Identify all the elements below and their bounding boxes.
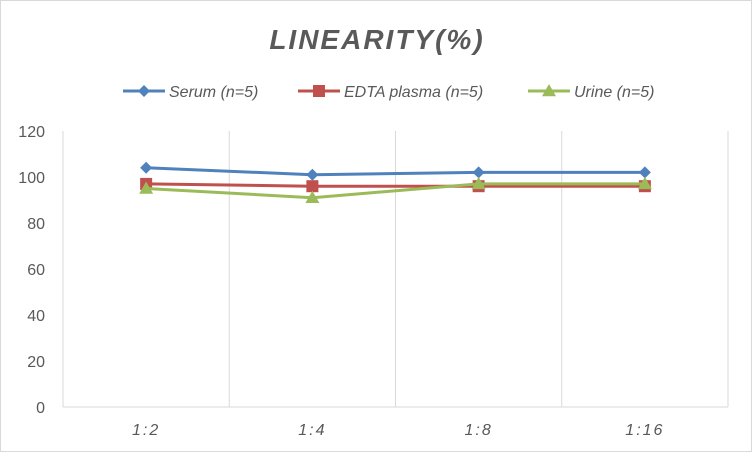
y-tick-label: 40: [27, 308, 45, 325]
data-point: [306, 180, 319, 193]
legend-marker: [542, 84, 556, 97]
series-line: [146, 182, 645, 200]
x-tick-label: 1:8: [465, 422, 493, 439]
y-tick-label: 100: [18, 170, 45, 187]
y-tick-label: 0: [36, 400, 45, 417]
data-point: [140, 161, 153, 174]
legend-label: Urine (n=5): [574, 84, 654, 101]
y-tick-label: 120: [18, 124, 45, 141]
data-point: [637, 176, 652, 190]
y-tick-label: 60: [27, 262, 45, 279]
x-tick-label: 1:16: [625, 422, 664, 439]
legend-item: Serum (n=5): [123, 84, 258, 101]
chart-title: LINEARITY(%): [269, 24, 484, 55]
series-group: [139, 161, 652, 203]
x-tick-label: 1:4: [298, 422, 326, 439]
legend-label: Serum (n=5): [169, 84, 258, 101]
data-point: [306, 168, 319, 181]
series-line: [146, 182, 645, 188]
legend-item: Urine (n=5): [528, 84, 654, 101]
legend-marker: [313, 85, 325, 97]
legend-item: EDTA plasma (n=5): [298, 84, 483, 101]
data-point: [139, 181, 154, 194]
data-point: [472, 166, 485, 179]
x-axis-ticks: 1:2 1:4 1:8 1:16: [132, 422, 664, 439]
series-1: [140, 161, 651, 181]
legend-label: EDTA plasma (n=5): [344, 84, 483, 101]
data-point: [638, 166, 651, 179]
data-point: [471, 176, 486, 190]
legend: Serum (n=5) EDTA plasma (n=5) Urine (n=5): [123, 84, 654, 101]
series-3: [139, 176, 652, 203]
y-tick-label: 20: [27, 354, 45, 371]
grid: [62, 131, 729, 408]
series-line: [146, 166, 645, 177]
x-tick-label: 1:2: [132, 422, 160, 439]
y-axis-ticks: 0 20 40 60 80 100 120: [18, 124, 45, 417]
data-point: [305, 190, 320, 203]
legend-marker: [138, 85, 150, 97]
y-tick-label: 80: [27, 216, 45, 233]
